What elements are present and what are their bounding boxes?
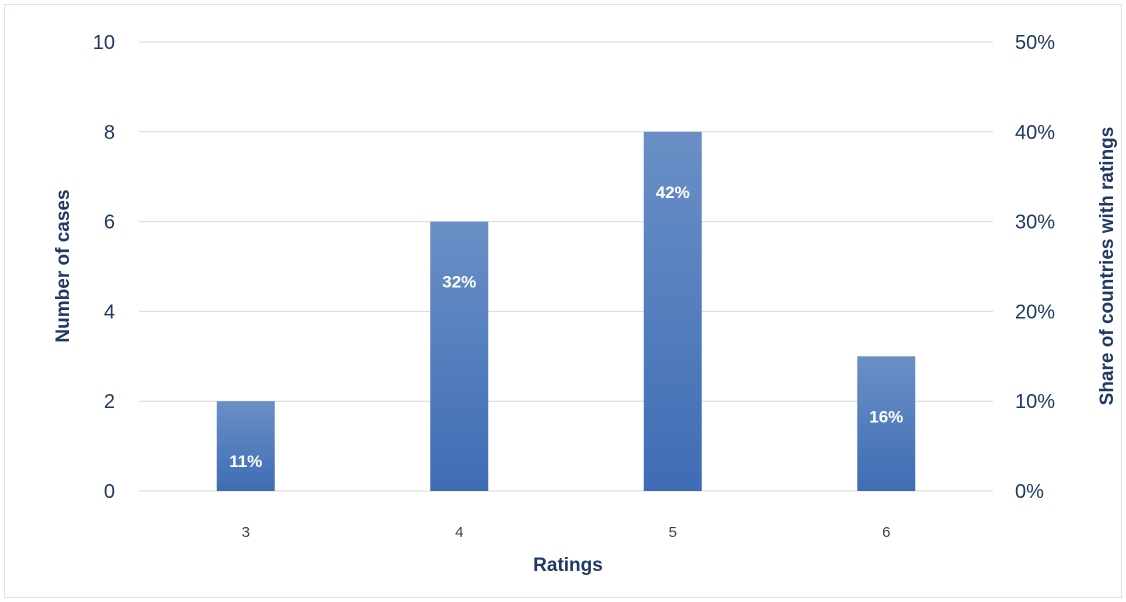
bar-data-label: 11% [229, 452, 262, 471]
y2-tick-label: 0% [1015, 481, 1044, 503]
bar-data-label: 42% [656, 183, 690, 202]
x-axis-title: Ratings [533, 555, 603, 576]
gridlines [139, 41, 993, 492]
y2-tick-label: 20% [1015, 301, 1055, 323]
x-tick-label: 5 [669, 524, 677, 541]
bar-chart: 11% 32% 42% 16% 0 2 4 6 8 10 0% 10% 20% 30% 40% 50% 3… [53, 32, 1118, 576]
y-tick-label: 4 [104, 301, 115, 323]
y-tick-label: 6 [104, 212, 115, 234]
bar [857, 356, 916, 491]
x-axis-ticks: 3 4 5 6 [242, 524, 891, 541]
bar [216, 401, 275, 491]
bar [643, 131, 702, 492]
bar [430, 221, 489, 491]
y2-tick-label: 50% [1015, 32, 1055, 54]
y2-tick-label: 30% [1015, 212, 1055, 234]
y-axis-title: Number of cases [53, 189, 74, 342]
right-axis-ticks: 0% 10% 20% 30% 40% 50% [1015, 32, 1055, 503]
x-tick-label: 4 [455, 524, 463, 541]
y-tick-label: 8 [104, 122, 115, 144]
y2-tick-label: 10% [1015, 391, 1055, 413]
x-tick-label: 3 [242, 524, 250, 541]
bar-data-label: 16% [869, 407, 903, 426]
bars: 11% 32% 42% 16% [216, 131, 916, 492]
y-tick-label: 0 [104, 481, 115, 503]
y-tick-label: 10 [93, 32, 115, 54]
y2-tick-label: 40% [1015, 122, 1055, 144]
chart-frame: 11% 32% 42% 16% 0 2 4 6 8 10 0% 10% 20% 30% 40% 50% 3… [4, 4, 1122, 598]
y2-axis-title: Share of countries with ratings [1097, 127, 1118, 406]
left-axis-ticks: 0 2 4 6 8 10 [93, 32, 115, 503]
bar-data-label: 32% [442, 273, 476, 292]
x-tick-label: 6 [882, 524, 890, 541]
y-tick-label: 2 [104, 391, 115, 413]
